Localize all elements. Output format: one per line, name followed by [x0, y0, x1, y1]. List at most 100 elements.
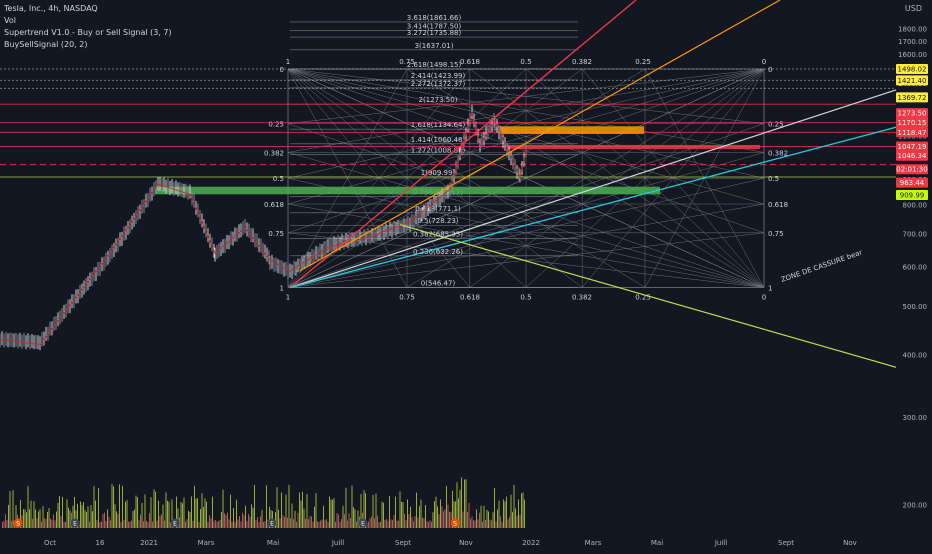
fib-level-label: 1.618(1134.64) [411, 121, 466, 129]
y-tick-label: 1800.00 [898, 26, 927, 34]
volume-bar [479, 512, 480, 528]
volume-bar [249, 516, 251, 528]
y-tick-label: 1600.00 [898, 51, 927, 59]
x-tick-label: Sept [395, 539, 411, 547]
volume-bar [300, 500, 302, 528]
volume-bar [302, 491, 303, 528]
volume-bar [242, 512, 243, 528]
volume-bar [218, 521, 219, 528]
volume-bar [191, 496, 192, 528]
gann-fan-line [287, 232, 765, 288]
gann-top-label: 0.618 [460, 58, 480, 66]
volume-bar [57, 502, 59, 528]
gann-left-label: 0.5 [273, 175, 284, 183]
volume-bar [95, 500, 96, 528]
volume-bar [383, 502, 384, 528]
fib-level-label: 2.618(1498.15) [407, 61, 462, 69]
fib-level-label: 2.414(1423.99) [411, 72, 466, 80]
gann-bottom-label: 0 [762, 293, 766, 301]
volume-bar [183, 497, 185, 528]
volume-bar [209, 515, 210, 528]
volume-bar [515, 508, 516, 528]
volume-bar [47, 511, 48, 528]
volume-bar [251, 504, 252, 528]
volume-bar [354, 509, 356, 528]
gann-bottom-label: 1 [286, 293, 290, 301]
gann-bottom-label: 0.75 [399, 293, 415, 301]
volume-bar [254, 484, 255, 528]
volume-bar [423, 518, 425, 528]
y-tick-label: 400.00 [903, 352, 928, 360]
gann-right-label: 0.618 [768, 201, 788, 209]
event-marker-dot [358, 518, 368, 528]
volume-bar [476, 509, 477, 528]
event-marker-dot [450, 518, 460, 528]
volume-bar [306, 494, 308, 528]
volume-bar [434, 501, 435, 528]
volume-bar [138, 520, 140, 528]
volume-bar [456, 482, 458, 528]
volume-bar [275, 512, 276, 528]
volume-bar [101, 521, 102, 528]
volume-bar [519, 514, 521, 528]
gann-left-label: 0.618 [264, 201, 284, 209]
volume-bar [111, 484, 113, 528]
volume-bar [62, 497, 63, 528]
volume-bar [126, 500, 128, 528]
volume-bar [195, 498, 197, 528]
volume-bar [360, 493, 362, 528]
volume-bar [6, 520, 8, 528]
event-marker: S [13, 518, 23, 528]
price-label-text: 1118.47 [898, 129, 927, 137]
volume-bar [84, 510, 86, 528]
volume-bar [219, 519, 221, 528]
volume-bar [164, 520, 165, 528]
volume-bar [467, 511, 468, 528]
volume-bar [77, 503, 78, 528]
volume-bar [234, 521, 236, 528]
volume-bar [416, 492, 417, 528]
volume-bar [345, 487, 347, 528]
red-trend-ray [289, 0, 637, 289]
fib-level-label: 2.272(1372.37) [411, 80, 466, 88]
volume-bar [179, 517, 180, 528]
price-label-bg [896, 177, 928, 188]
x-tick-label: 2022 [522, 539, 540, 547]
volume-bar [482, 521, 483, 528]
volume-bar [189, 511, 191, 528]
gann-top-label: 0.25 [635, 58, 651, 66]
gann-fan-line [287, 68, 646, 288]
volume-bar [393, 514, 395, 528]
fib-extension: 3.618(1861.66)3.414(1787.50)3.272(1735.8… [290, 14, 578, 288]
indicator-buysellsignal[interactable]: BuySellSignal (20, 2) [4, 40, 88, 49]
volume-bar [486, 509, 488, 528]
volume-bar [462, 511, 464, 528]
volume-bar [65, 521, 66, 528]
gann-left-label: 0.75 [268, 230, 284, 238]
volume-bar [429, 520, 431, 528]
volume-bar [32, 518, 33, 528]
gann-fan-line [287, 203, 765, 288]
volume-bar [159, 516, 161, 528]
fib-level-label: 3.414(1787.50) [407, 23, 462, 31]
price-label-text: 1498.02 [898, 66, 927, 74]
volume-bar [263, 521, 264, 528]
fib-level-label: 0.618(771.1) [415, 205, 461, 213]
gann-fan-line [287, 68, 408, 288]
volume-bar [524, 499, 525, 528]
symbol-title[interactable]: Tesla, Inc., 4h, NASDAQ [4, 4, 98, 13]
volume-bar [389, 495, 390, 528]
x-tick-label: Mars [198, 539, 215, 547]
indicator-volume[interactable]: Vol [4, 16, 16, 25]
volume-bar [401, 501, 402, 528]
volume-bar [230, 494, 231, 528]
volume-bar [279, 518, 281, 528]
gann-right-label: 0.5 [768, 175, 779, 183]
volume-bar [264, 521, 266, 528]
volume-bar [158, 500, 159, 528]
y-tick-label: 700.00 [903, 230, 928, 238]
price-label-tag: 1170.15 [896, 117, 928, 128]
indicator-supertrend[interactable]: Supertrend V1.0 - Buy or Sell Signal (3,… [4, 28, 172, 37]
